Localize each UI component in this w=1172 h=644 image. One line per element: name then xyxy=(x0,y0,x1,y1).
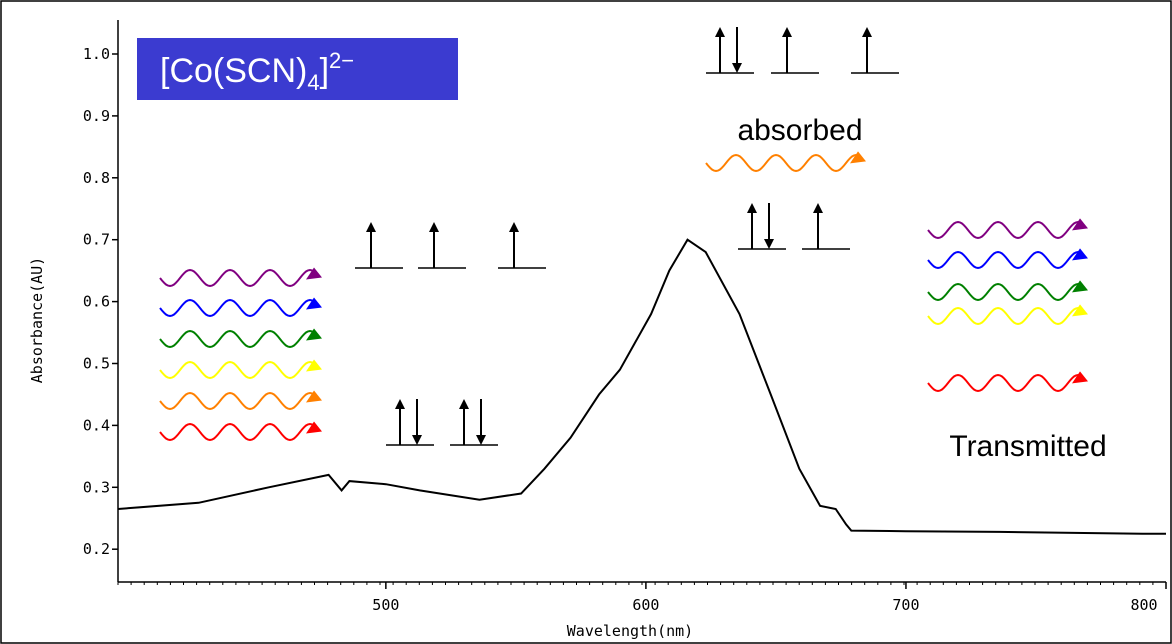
wave-arrowhead xyxy=(1072,248,1088,261)
wave xyxy=(159,422,315,442)
wave xyxy=(927,220,1081,240)
title-sub: 4 xyxy=(307,70,319,95)
y-tick-label: 0.9 xyxy=(83,107,110,125)
wave xyxy=(159,268,315,288)
electron-head xyxy=(412,435,422,445)
y-tick-label: 0.4 xyxy=(83,416,110,434)
wave-arrowhead xyxy=(850,151,866,164)
wave xyxy=(927,373,1081,393)
wave xyxy=(159,329,315,349)
wave xyxy=(159,298,315,318)
y-tick-label: 0.3 xyxy=(83,478,110,496)
wave-arrowhead xyxy=(306,390,322,403)
electron-head xyxy=(509,222,519,232)
electron-head xyxy=(782,27,792,37)
x-tick-label: 500 xyxy=(372,596,399,614)
electron-head xyxy=(732,63,742,73)
electron-head xyxy=(813,203,823,213)
wave xyxy=(927,250,1081,270)
wave xyxy=(159,391,315,411)
y-tick-label: 0.2 xyxy=(83,540,110,558)
electron-head xyxy=(429,222,439,232)
title-box xyxy=(137,38,458,100)
wave-arrowhead xyxy=(306,328,322,341)
electron-head xyxy=(715,27,725,37)
wave-arrowhead xyxy=(1072,304,1088,317)
electron-head xyxy=(459,399,469,409)
electron-head xyxy=(476,435,486,445)
absorbed-label: absorbed xyxy=(737,114,862,147)
y-tick-label: 0.5 xyxy=(83,354,110,372)
y-axis-label: Absorbance(AU) xyxy=(28,257,46,383)
chart-title: [Co(SCN)4]2− xyxy=(160,48,354,95)
electron-head xyxy=(764,239,774,249)
wave-arrowhead xyxy=(306,421,322,434)
y-tick-label: 0.8 xyxy=(83,169,110,187)
x-axis-label: Wavelength(nm) xyxy=(567,622,693,640)
y-tick-label: 1.0 xyxy=(83,45,110,63)
wave-arrowhead xyxy=(1072,280,1088,293)
wave xyxy=(927,282,1081,302)
x-tick-label: 600 xyxy=(632,596,659,614)
wave-arrowhead xyxy=(1072,218,1088,231)
x-tick-label: 700 xyxy=(892,596,919,614)
wave-arrowhead xyxy=(1072,371,1088,384)
title-close: ] xyxy=(320,52,329,90)
decorations xyxy=(159,27,1088,446)
y-tick-label: 0.7 xyxy=(83,231,110,249)
title-sup: 2− xyxy=(329,48,354,73)
x-tick-label: 800 xyxy=(1130,596,1157,614)
electron-head xyxy=(366,222,376,232)
wave-arrowhead xyxy=(306,297,322,310)
wave-arrowhead xyxy=(306,267,322,280)
wave xyxy=(705,153,859,173)
wave xyxy=(927,306,1081,326)
wave-arrowhead xyxy=(306,359,322,372)
y-tick-label: 0.6 xyxy=(83,293,110,311)
title-main: [Co(SCN) xyxy=(160,52,307,90)
spectrum-line xyxy=(117,238,1166,535)
transmitted-label: Transmitted xyxy=(949,430,1106,463)
electron-head xyxy=(747,203,757,213)
electron-head xyxy=(395,399,405,409)
wave xyxy=(159,360,315,380)
electron-head xyxy=(862,27,872,37)
